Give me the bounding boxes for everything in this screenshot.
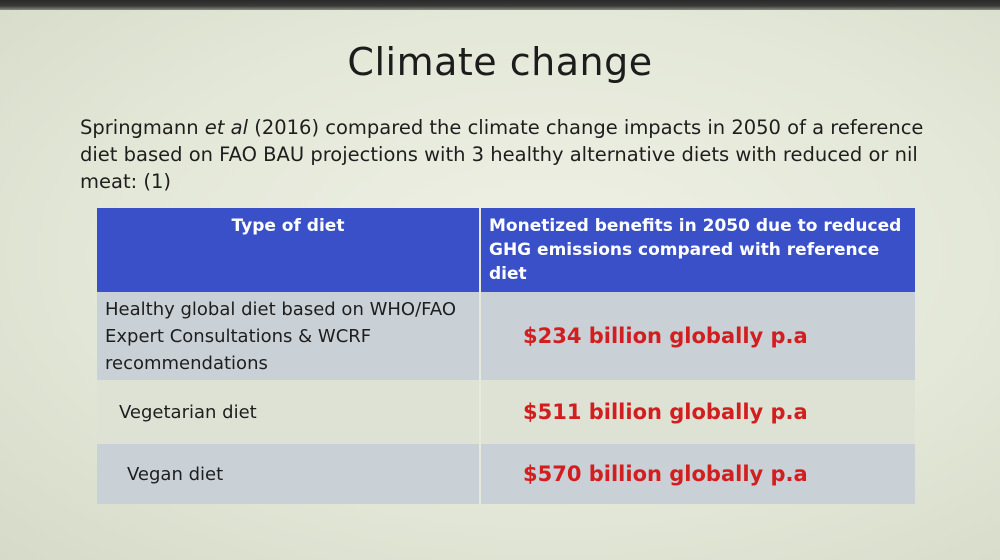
table-row: Vegan diet $570 billion globally p.a [97,444,915,504]
intro-paragraph: Springmann et al (2016) compared the cli… [80,114,960,195]
table-row: Healthy global diet based on WHO/FAO Exp… [97,292,915,380]
table-header-row: Type of diet Monetized benefits in 2050 … [97,208,915,292]
diet-benefits-table: Type of diet Monetized benefits in 2050 … [97,208,915,504]
diet-name: Vegetarian diet [97,380,481,444]
diet-name: Vegan diet [97,444,481,504]
benefit-value: $570 billion globally p.a [480,444,915,504]
intro-etal: et al [204,116,249,139]
diet-name: Healthy global diet based on WHO/FAO Exp… [97,292,481,380]
benefit-value: $234 billion globally p.a [480,292,915,380]
table-row: Vegetarian diet $511 billion globally p.… [97,380,915,444]
benefit-value: $511 billion globally p.a [480,380,915,444]
header-monetized-benefits: Monetized benefits in 2050 due to reduce… [480,208,915,292]
intro-text: (2016) compared the climate change impac… [80,116,924,193]
presentation-slide: Climate change Springmann et al (2016) c… [0,10,1000,560]
header-diet-type: Type of diet [97,208,481,292]
intro-author: Springmann [80,116,205,139]
slide-title: Climate change [347,40,653,84]
